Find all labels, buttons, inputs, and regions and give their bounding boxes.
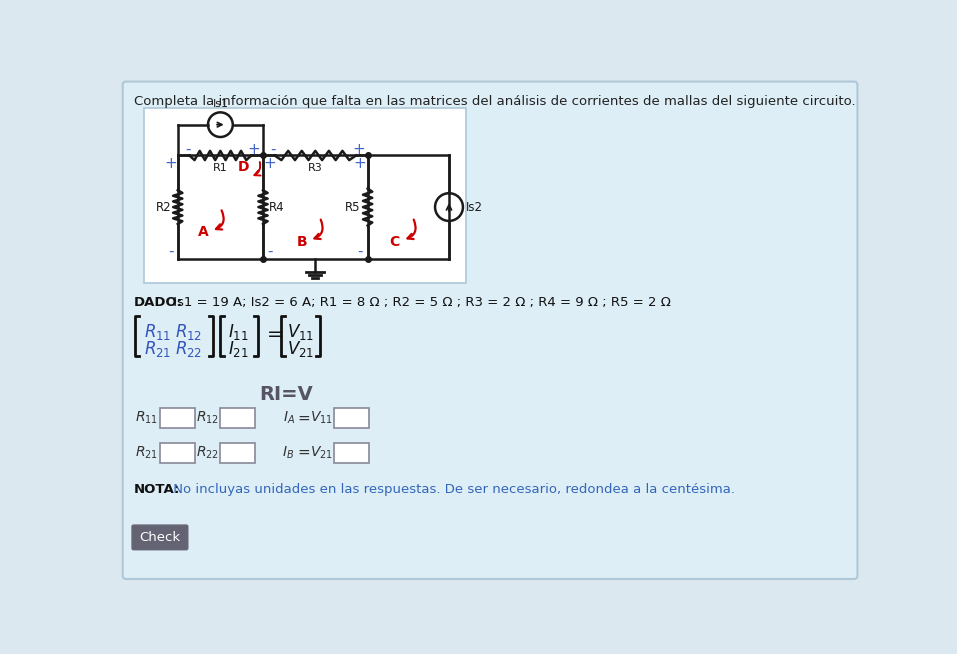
FancyBboxPatch shape — [145, 108, 466, 283]
Text: R1: R1 — [213, 164, 228, 173]
Text: $I_{21}$: $I_{21}$ — [228, 339, 249, 359]
Text: -: - — [357, 244, 363, 259]
Text: D: D — [238, 160, 250, 174]
Text: -: - — [270, 142, 276, 157]
Text: =: = — [298, 411, 310, 426]
FancyBboxPatch shape — [160, 408, 195, 428]
Text: +: + — [263, 156, 277, 171]
Text: +: + — [352, 142, 365, 157]
FancyBboxPatch shape — [334, 443, 369, 463]
Text: $R_{22}$: $R_{22}$ — [175, 339, 203, 359]
Text: RI=V: RI=V — [259, 385, 313, 404]
FancyBboxPatch shape — [122, 82, 857, 579]
Text: $R_{12}$: $R_{12}$ — [175, 322, 203, 342]
Text: R3: R3 — [308, 164, 323, 173]
Text: R5: R5 — [345, 201, 360, 214]
Text: C: C — [389, 235, 400, 249]
FancyBboxPatch shape — [160, 443, 195, 463]
Text: $V_{21}$: $V_{21}$ — [310, 445, 333, 461]
Text: Is1 = 19 A; Is2 = 6 A; R1 = 8 Ω ; R2 = 5 Ω ; R3 = 2 Ω ; R4 = 9 Ω ; R5 = 2 Ω: Is1 = 19 A; Is2 = 6 A; R1 = 8 Ω ; R2 = 5… — [169, 296, 671, 309]
Text: $V_{21}$: $V_{21}$ — [287, 339, 314, 359]
Text: =: = — [298, 445, 310, 460]
Text: -: - — [168, 244, 173, 259]
Text: $R_{22}$: $R_{22}$ — [196, 445, 219, 461]
Text: Check: Check — [140, 531, 181, 544]
Text: A: A — [198, 226, 209, 239]
Text: $R_{12}$: $R_{12}$ — [196, 410, 219, 426]
Text: B: B — [297, 235, 307, 249]
Text: $V_{11}$: $V_{11}$ — [310, 410, 333, 426]
Text: $R_{11}$: $R_{11}$ — [145, 322, 171, 342]
FancyBboxPatch shape — [132, 525, 188, 550]
FancyBboxPatch shape — [220, 408, 256, 428]
Text: $I_{11}$: $I_{11}$ — [228, 322, 249, 342]
Text: DADO:: DADO: — [134, 296, 183, 309]
Text: R4: R4 — [269, 201, 285, 214]
Text: +: + — [353, 156, 367, 171]
Text: $R_{21}$: $R_{21}$ — [145, 339, 171, 359]
Text: $R_{11}$: $R_{11}$ — [135, 410, 158, 426]
Text: +: + — [247, 142, 260, 157]
FancyBboxPatch shape — [220, 443, 256, 463]
Text: $I_B$: $I_B$ — [282, 445, 295, 461]
Text: Completa la información que falta en las matrices del análisis de corrientes de : Completa la información que falta en las… — [134, 95, 856, 109]
Text: +: + — [165, 156, 177, 171]
Text: -: - — [185, 142, 190, 157]
Text: $V_{11}$: $V_{11}$ — [287, 322, 314, 342]
Text: Is1: Is1 — [212, 99, 229, 109]
Text: $I_A$: $I_A$ — [282, 410, 295, 426]
FancyBboxPatch shape — [334, 408, 369, 428]
Text: $R_{21}$: $R_{21}$ — [135, 445, 158, 461]
Text: R2: R2 — [156, 201, 171, 214]
Text: =: = — [267, 324, 283, 343]
Text: Is2: Is2 — [466, 201, 483, 214]
Text: NOTA:: NOTA: — [134, 483, 180, 496]
Text: -: - — [267, 244, 273, 259]
Text: No incluyas unidades en las respuestas. De ser necesario, redondea a la centésim: No incluyas unidades en las respuestas. … — [169, 483, 735, 496]
